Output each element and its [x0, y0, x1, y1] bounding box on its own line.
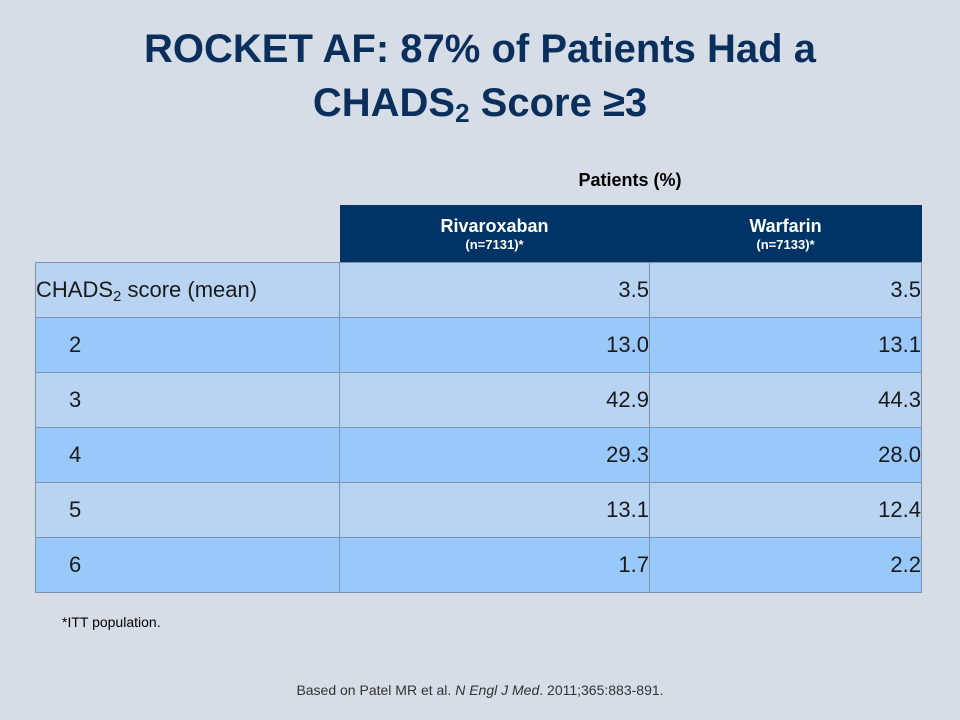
- rivaroxaban-value: 13.1: [339, 482, 650, 538]
- table-row: 4 29.3 28.0: [35, 427, 922, 483]
- slide-title: ROCKET AF: 87% of Patients Had a CHADS2 …: [0, 22, 960, 130]
- citation-suffix: . 2011;365:883-891.: [539, 682, 664, 698]
- warfarin-value: 3.5: [649, 262, 922, 318]
- warfarin-n: (n=7133)*: [756, 236, 815, 252]
- header-blank-cell: [36, 205, 340, 263]
- rivaroxaban-value: 3.5: [339, 262, 650, 318]
- row-label: 4: [35, 427, 340, 483]
- warfarin-value: 28.0: [649, 427, 922, 483]
- title-chads-subscript: 2: [455, 98, 470, 128]
- citation: Based on Patel MR et al. N Engl J Med. 2…: [0, 682, 960, 698]
- rivaroxaban-value: 42.9: [339, 372, 650, 428]
- row-label-suffix: score (mean): [121, 277, 258, 302]
- warfarin-value: 2.2: [649, 537, 922, 593]
- rivaroxaban-n: (n=7131)*: [465, 236, 524, 252]
- chads-score-table: Rivaroxaban (n=7131)* Warfarin (n=7133)*…: [35, 205, 922, 593]
- table-row: CHADS2 score (mean) 3.5 3.5: [35, 262, 922, 318]
- table-row: 6 1.7 2.2: [35, 537, 922, 593]
- citation-journal: N Engl J Med: [455, 682, 540, 698]
- title-line-2: CHADS2 Score ≥3: [0, 76, 960, 130]
- row-label: 5: [35, 482, 340, 538]
- footnote: *ITT population.: [62, 614, 161, 630]
- rivaroxaban-value: 13.0: [339, 317, 650, 373]
- table-row: 5 13.1 12.4: [35, 482, 922, 538]
- rivaroxaban-value: 29.3: [339, 427, 650, 483]
- warfarin-label: Warfarin: [749, 215, 822, 236]
- title-line-1: ROCKET AF: 87% of Patients Had a: [144, 27, 816, 71]
- row-label: CHADS2 score (mean): [35, 262, 340, 318]
- row-label: 3: [35, 372, 340, 428]
- title-chads: CHADS: [312, 81, 456, 125]
- table-row: 2 13.0 13.1: [35, 317, 922, 373]
- table-row: 3 42.9 44.3: [35, 372, 922, 428]
- patients-group-header: Patients (%): [578, 170, 682, 190]
- warfarin-value: 44.3: [649, 372, 922, 428]
- title-score: Score ≥3: [469, 81, 648, 125]
- row-label-chads: CHADS: [36, 277, 114, 302]
- rivaroxaban-value: 1.7: [339, 537, 650, 593]
- row-label-subscript: 2: [113, 288, 122, 305]
- warfarin-value: 13.1: [649, 317, 922, 373]
- rivaroxaban-label: Rivaroxaban: [440, 215, 549, 236]
- table-header-row: Rivaroxaban (n=7131)* Warfarin (n=7133)*: [36, 205, 922, 263]
- row-label: 2: [35, 317, 340, 373]
- header-rivaroxaban: Rivaroxaban (n=7131)*: [339, 205, 650, 263]
- header-warfarin: Warfarin (n=7133)*: [649, 205, 922, 263]
- warfarin-value: 12.4: [649, 482, 922, 538]
- citation-prefix: Based on Patel MR et al.: [296, 682, 456, 698]
- row-label: 6: [35, 537, 340, 593]
